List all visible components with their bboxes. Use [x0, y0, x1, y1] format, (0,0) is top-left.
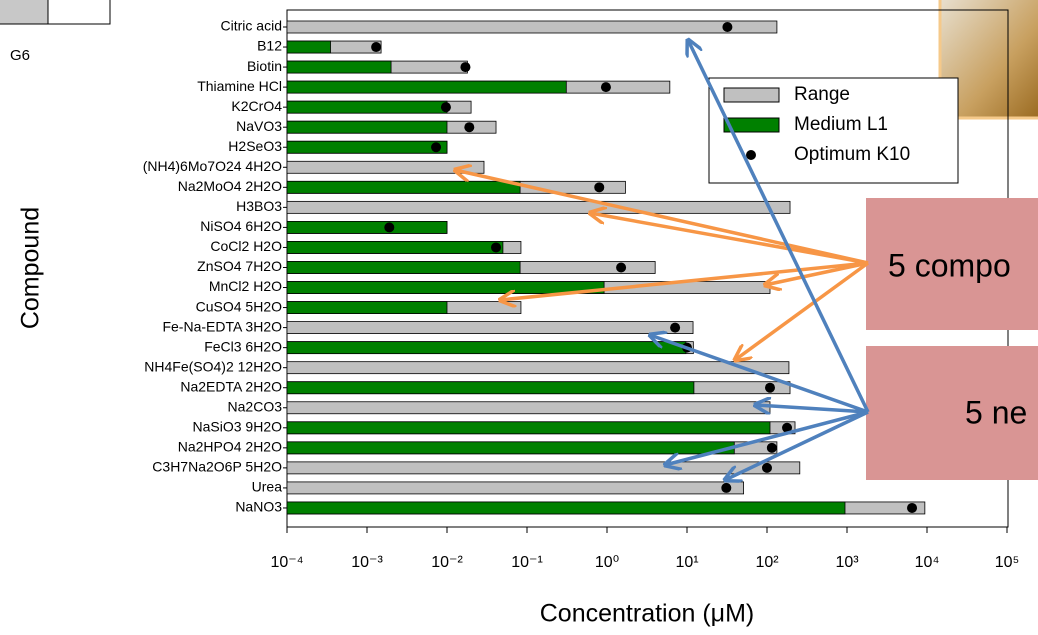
x-tick-label: 10⁻⁴	[270, 554, 303, 571]
dot	[782, 422, 793, 433]
dot	[600, 82, 611, 93]
dot	[491, 242, 502, 253]
y-tick-label: NaSiO3 9H2O	[193, 419, 283, 435]
bar	[286, 421, 771, 435]
x-tick-label: 10²	[755, 554, 779, 571]
y-tick-label: H2SeO3	[228, 138, 282, 154]
legend-label: Medium L1	[794, 114, 888, 135]
bar	[286, 341, 687, 355]
callout-box	[866, 346, 1038, 480]
legend-dot	[746, 150, 756, 160]
y-tick-label: NH4Fe(SO4)2 12H2O	[144, 358, 282, 374]
bar	[286, 501, 846, 515]
y-tick-label: H3BO3	[236, 198, 282, 214]
bar	[286, 60, 392, 74]
dot	[384, 222, 395, 233]
bar	[286, 160, 485, 174]
bar	[286, 120, 448, 134]
y-tick-label: MnCl2 H2O	[209, 278, 282, 294]
y-tick-label: Fe-Na-EDTA 3H2O	[162, 318, 282, 334]
legend-label: Optimum K10	[794, 144, 910, 165]
legend-swatch	[723, 87, 780, 103]
bar	[286, 441, 735, 455]
dot	[371, 42, 382, 53]
y-tick-label: Citric acid	[221, 18, 282, 34]
legend-swatch	[723, 117, 780, 133]
y-tick-label: Na2MoO4 2H2O	[178, 178, 282, 194]
y-tick-label: ZnSO4 7H2O	[197, 258, 282, 274]
x-tick-label: 10⁻¹	[511, 554, 543, 571]
dot	[460, 62, 471, 73]
x-tick-label: 10⁻³	[351, 554, 383, 571]
dot	[764, 382, 775, 393]
y-tick-label: (NH4)6Mo7O24 4H2O	[143, 158, 282, 174]
y-tick-label: NaNO3	[235, 499, 282, 515]
corner-fragment: G6	[0, 0, 111, 64]
y-tick-label: K2CrO4	[231, 98, 282, 114]
y-tick-label: Thiamine HCl	[197, 78, 282, 94]
bar	[286, 401, 771, 415]
bar	[286, 381, 695, 395]
y-tick-label: C3H7Na2O6P 5H2O	[152, 459, 282, 475]
callout-box	[866, 198, 1038, 330]
bar	[286, 40, 331, 54]
bar	[286, 241, 504, 254]
bar	[286, 200, 791, 214]
legend-label: Range	[794, 84, 850, 105]
x-tick-label: 10³	[835, 554, 859, 571]
dot	[722, 22, 733, 32]
callouts: 5 compo 5 ne	[455, 40, 1038, 480]
dot	[464, 122, 475, 133]
bar	[286, 261, 521, 274]
y-tick-label: Na2HPO4 2H2O	[178, 439, 282, 455]
y-tick-label: NaVO3	[236, 118, 282, 134]
bar	[286, 301, 448, 314]
bar	[286, 361, 790, 375]
dot	[594, 182, 605, 193]
dot	[616, 262, 627, 273]
y-tick-label: Na2CO3	[228, 398, 283, 414]
annotation: 5 compo	[888, 247, 1011, 283]
dot	[907, 502, 918, 513]
y-tick-label: Urea	[252, 479, 283, 495]
y-tick-label: CoCl2 H2O	[210, 238, 282, 254]
bar	[286, 80, 567, 94]
y-tick-label: CuSO4 5H2O	[196, 298, 282, 314]
x-tick-label: 10⁻²	[431, 554, 463, 571]
bar	[286, 481, 745, 495]
dot	[440, 102, 451, 113]
x-tick-label: 10¹	[675, 554, 698, 571]
bar	[286, 461, 801, 475]
y-tick-label: FeCl3 6H2O	[204, 338, 282, 354]
dot	[431, 142, 442, 153]
dot	[721, 482, 732, 493]
y-tick-label: B12	[257, 38, 282, 54]
bar	[286, 321, 694, 335]
y-tick-label: NiSO4 6H2O	[200, 218, 282, 234]
dot	[766, 442, 777, 453]
x-tick-label: 10⁵	[995, 554, 1019, 571]
bar	[286, 281, 605, 294]
bar	[286, 20, 778, 34]
bar	[286, 220, 448, 234]
bar	[286, 180, 521, 194]
y-axis-title: Compound	[17, 207, 45, 329]
annotation: G6	[10, 47, 30, 64]
x-axis-title: Concentration (μM)	[540, 600, 754, 628]
dot	[670, 322, 681, 333]
y-tick-label: Na2EDTA 2H2O	[180, 378, 282, 394]
x-tick-label: 10⁴	[915, 554, 940, 571]
annotation: 5 ne	[965, 394, 1027, 430]
dot	[762, 462, 772, 473]
bar	[286, 140, 448, 154]
x-tick-label: 10⁰	[595, 554, 619, 571]
y-tick-label: Biotin	[247, 58, 282, 74]
bar	[286, 100, 448, 114]
